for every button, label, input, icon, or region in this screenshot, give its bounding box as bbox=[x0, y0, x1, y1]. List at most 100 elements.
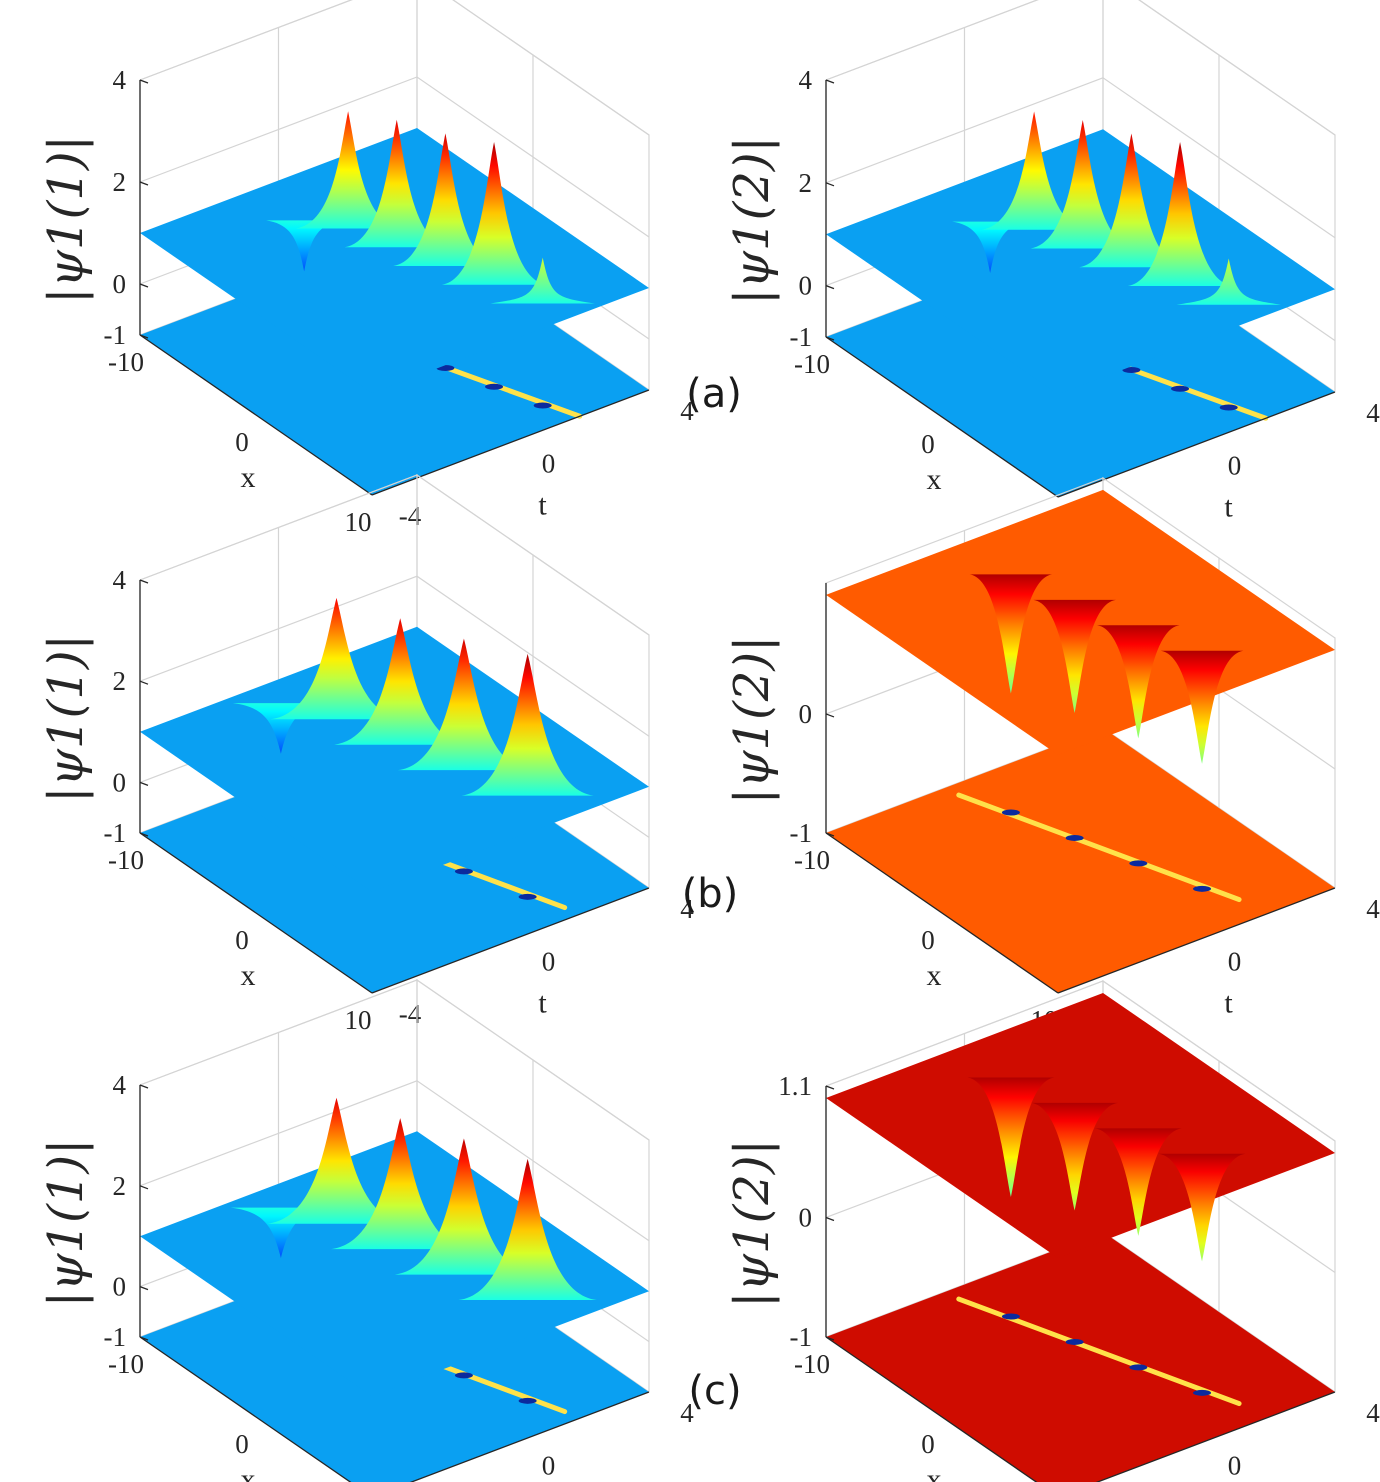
surface-dip bbox=[266, 220, 343, 272]
z-tick bbox=[139, 1285, 149, 1291]
floor-track bbox=[956, 1296, 1242, 1407]
t-tick-label: 0 bbox=[542, 1451, 556, 1481]
z-tick bbox=[825, 284, 835, 290]
track-mark bbox=[1171, 385, 1190, 392]
x-axis bbox=[139, 1336, 352, 1482]
t-tick-label: 4 bbox=[1366, 1398, 1380, 1428]
surface-features bbox=[230, 1097, 597, 1301]
surface-dip bbox=[1031, 1102, 1119, 1211]
panel-tag-c: (c) bbox=[688, 1368, 741, 1414]
z-tick-label: 0 bbox=[113, 767, 127, 797]
surface-features bbox=[967, 1077, 1246, 1262]
t-axis-label: t bbox=[538, 987, 547, 1020]
surface-dip bbox=[967, 1077, 1055, 1197]
t-axis-label: t bbox=[1224, 987, 1233, 1020]
y-axis-label: |ψ1(2)| bbox=[724, 1139, 780, 1308]
grid-z bbox=[139, 575, 650, 737]
track-mark bbox=[533, 402, 552, 409]
z-tick-label: -1 bbox=[790, 818, 813, 848]
surface-peak bbox=[295, 111, 401, 229]
panel-tag-b: (b) bbox=[682, 871, 739, 917]
z-tick-label: 2 bbox=[113, 167, 127, 197]
t-axis-label: t bbox=[538, 489, 547, 522]
z-tick-label: 4 bbox=[113, 1070, 127, 1100]
z-tick bbox=[825, 1336, 835, 1341]
x-axis-label: x bbox=[927, 463, 942, 496]
surface-features bbox=[969, 574, 1244, 764]
grid-z bbox=[139, 1080, 650, 1242]
t-axis bbox=[371, 389, 650, 496]
x-tick-label: -10 bbox=[108, 845, 144, 875]
z-tick-label: -1 bbox=[104, 818, 127, 848]
z-tick-label: 2 bbox=[113, 1171, 127, 1201]
z-tick bbox=[825, 1216, 835, 1222]
x-tick-label: 0 bbox=[921, 429, 935, 459]
x-tick-label: -10 bbox=[794, 1349, 830, 1379]
t-tick-label: 0 bbox=[542, 947, 556, 977]
surface-peak bbox=[441, 141, 547, 285]
y-axis-label: |ψ1(2)| bbox=[724, 136, 780, 305]
z-tick-label: 0 bbox=[799, 271, 813, 301]
grid-z bbox=[825, 980, 1336, 1142]
surface-plane bbox=[140, 626, 649, 892]
x-tick-label: 0 bbox=[921, 925, 935, 955]
surface-dip bbox=[1158, 1153, 1246, 1262]
grid-z bbox=[139, 0, 650, 136]
z-tick bbox=[139, 283, 149, 288]
surface-peak bbox=[490, 257, 595, 304]
track-mark bbox=[1065, 834, 1084, 841]
t-tick-label: 4 bbox=[680, 894, 694, 924]
track-mark bbox=[1193, 885, 1212, 892]
t-tick-label: 0 bbox=[1228, 451, 1242, 481]
floor-projection bbox=[826, 728, 1335, 993]
z-tick bbox=[825, 713, 835, 718]
z-tick-label: -1 bbox=[104, 1322, 127, 1352]
z-tick-label: -1 bbox=[790, 322, 813, 352]
surface-features bbox=[952, 111, 1281, 305]
track-mark bbox=[454, 1372, 473, 1379]
z-tick-label: 4 bbox=[799, 65, 813, 95]
z-tick bbox=[139, 579, 149, 584]
x-tick-label: 0 bbox=[921, 1429, 935, 1459]
z-tick bbox=[825, 832, 835, 837]
t-axis bbox=[1057, 887, 1336, 994]
x-tick-label: 0 bbox=[235, 925, 249, 955]
z-tick-label: -1 bbox=[790, 1322, 813, 1352]
x-tick-label: -10 bbox=[794, 349, 830, 379]
track-mark bbox=[1129, 1364, 1148, 1371]
t-tick-label: 4 bbox=[680, 396, 694, 426]
z-tick bbox=[139, 1084, 149, 1089]
surface-dip bbox=[1033, 599, 1116, 713]
surface-dip bbox=[1094, 1128, 1182, 1236]
x-axis-label: x bbox=[241, 959, 256, 992]
t-axis bbox=[409, 1391, 650, 1482]
track-mark bbox=[485, 383, 504, 390]
track-mark bbox=[454, 868, 473, 875]
t-axis bbox=[1095, 1391, 1336, 1482]
x-tick-label: -10 bbox=[794, 845, 830, 875]
surface-features bbox=[232, 597, 594, 796]
t-tick-label: -4 bbox=[399, 999, 422, 1029]
z-tick bbox=[139, 79, 149, 84]
y-axis-label: |ψ1(2)| bbox=[724, 636, 780, 805]
x-axis bbox=[825, 1336, 1038, 1482]
surface-peak bbox=[344, 119, 449, 248]
surface-plane bbox=[140, 1131, 649, 1397]
x-tick-label: 0 bbox=[235, 1429, 249, 1459]
surface-plane bbox=[140, 128, 649, 393]
surface-peak bbox=[267, 1097, 406, 1224]
z-tick bbox=[139, 181, 149, 186]
surface-peak bbox=[394, 1138, 534, 1275]
panel-tag-a: (a) bbox=[686, 371, 742, 417]
surface-peak bbox=[393, 133, 498, 266]
floor-projection bbox=[826, 1232, 1335, 1482]
floor-track bbox=[956, 792, 1242, 903]
t-tick-label: 4 bbox=[1366, 398, 1380, 428]
